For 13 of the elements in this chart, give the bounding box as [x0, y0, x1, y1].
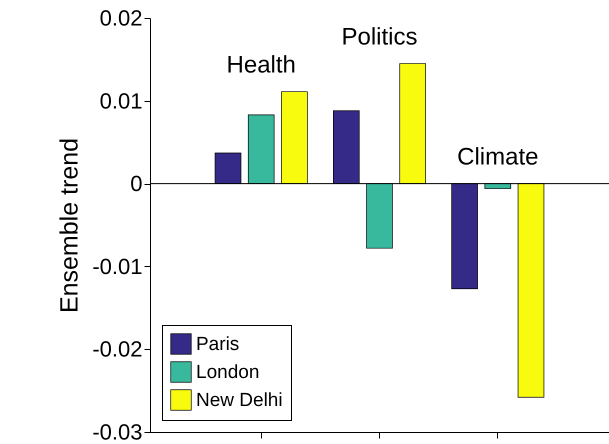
legend-label: Paris [196, 334, 240, 355]
y-tick-label: 0 [130, 171, 142, 196]
x-tick-label: Climate [457, 144, 538, 171]
y-tick-label: -0.03 [92, 420, 142, 444]
y-axis-title: Ensemble trend [55, 138, 84, 314]
y-tick-label: -0.02 [92, 336, 142, 362]
x-tick-label: Health [226, 52, 296, 79]
y-tick-label: 0.02 [100, 6, 142, 30]
y-tick-label: -0.01 [92, 254, 142, 279]
y-tick-label: 0.01 [100, 88, 142, 114]
legend-label: London [196, 362, 260, 383]
x-tick-label: Politics [341, 24, 418, 51]
legend-label: New Delhi [196, 390, 283, 411]
